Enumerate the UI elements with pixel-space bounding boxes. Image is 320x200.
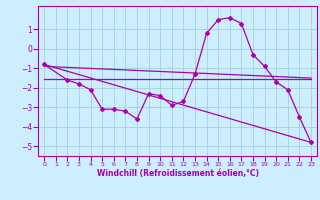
X-axis label: Windchill (Refroidissement éolien,°C): Windchill (Refroidissement éolien,°C) [97, 169, 259, 178]
